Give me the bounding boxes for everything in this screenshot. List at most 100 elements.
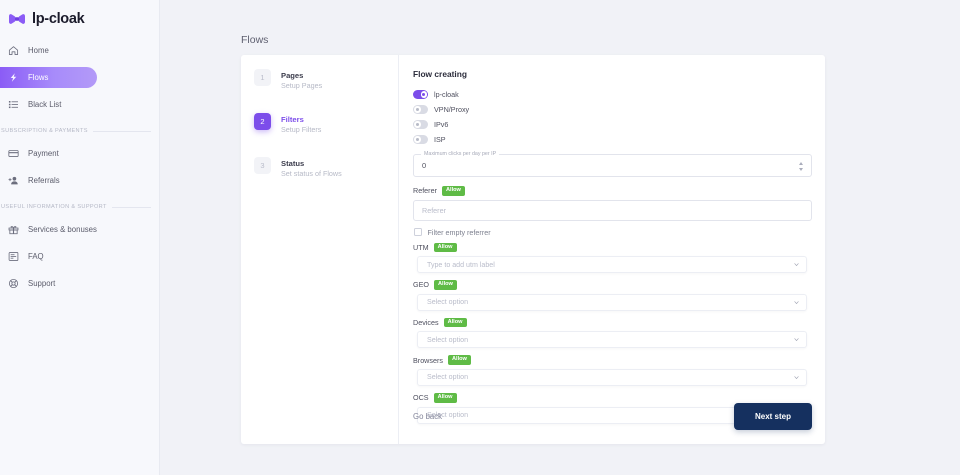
browsers-select[interactable]: Select option (417, 368, 807, 386)
toggle-label: IPv6 (434, 120, 449, 129)
utm-label-row: UTM Allow (413, 242, 812, 253)
primary-nav: Home Flows Black List (0, 40, 159, 294)
go-back-button[interactable]: Go back (413, 411, 443, 421)
referer-placeholder: Referer (422, 205, 446, 215)
sidebar-item-label: Referrals (28, 176, 60, 185)
toggle-switch[interactable] (413, 105, 428, 114)
flow-creating-card: 1 Pages Setup Pages 2 Filters Setup Filt… (241, 55, 825, 444)
devices-label-row: Devices Allow (413, 317, 812, 328)
browsers-allow-badge[interactable]: Allow (447, 355, 471, 365)
section-divider (92, 130, 151, 132)
chevron-down-icon[interactable] (794, 376, 799, 379)
filters-form: Flow creating lp-cloak VPN/Proxy IPv6 IS… (399, 55, 825, 444)
toggle-lp-cloak[interactable]: lp-cloak (413, 88, 812, 101)
number-stepper-icon[interactable] (798, 161, 804, 172)
toggle-switch[interactable] (413, 120, 428, 129)
browsers-placeholder: Select option (427, 373, 469, 382)
sidebar-item-label: Flows (28, 73, 49, 82)
sidebar-item-label: Support (28, 279, 56, 288)
ocs-placeholder: Select option (427, 411, 469, 420)
toggle-ipv6[interactable]: IPv6 (413, 118, 812, 131)
step-number: 2 (254, 112, 271, 130)
list-icon (8, 101, 18, 109)
geo-placeholder: Select option (427, 298, 469, 307)
sidebar-item-referrals[interactable]: Referrals (0, 170, 159, 191)
referer-input[interactable]: Referer (413, 199, 812, 221)
step-subtitle: Setup Filters (281, 124, 322, 134)
sidebar-section-support: USEFUL INFORMATION & SUPPORT (0, 204, 159, 210)
filter-empty-referrer-checkbox[interactable] (414, 228, 422, 236)
faq-icon (8, 252, 19, 261)
referer-label-row: Referer Allow (413, 186, 812, 196)
chevron-down-icon[interactable] (794, 301, 799, 304)
home-icon (8, 46, 19, 55)
ocs-allow-badge[interactable]: Allow (433, 392, 457, 403)
devices-select[interactable]: Select option (417, 331, 807, 349)
step-title: Pages (281, 71, 304, 80)
next-step-button[interactable]: Next step (733, 402, 812, 430)
toggle-label: lp-cloak (434, 90, 459, 99)
mask-icon (9, 14, 25, 24)
step-title: Filters (281, 114, 304, 124)
filter-empty-referrer-label: Filter empty referrer (427, 227, 491, 237)
support-icon (8, 278, 19, 289)
utm-select[interactable]: Type to add utm label (417, 256, 807, 274)
sidebar-item-faq[interactable]: FAQ (0, 246, 159, 267)
utm-placeholder: Type to add utm label (427, 260, 495, 269)
geo-allow-badge[interactable]: Allow (433, 280, 457, 290)
step-subtitle: Setup Pages (281, 81, 323, 90)
sidebar-section-subscription: SUBSCRIPTION & PAYMENTS (0, 128, 159, 134)
toggle-vpn-proxy[interactable]: VPN/Proxy (413, 103, 812, 116)
page-title: Flows (241, 34, 269, 46)
section-divider (111, 206, 151, 208)
utm-allow-badge[interactable]: Allow (433, 242, 457, 253)
sidebar-item-black-list[interactable]: Black List (0, 94, 159, 115)
sidebar-item-flows[interactable]: Flows (0, 67, 97, 88)
geo-label-row: GEO Allow (413, 280, 812, 290)
step-filters[interactable]: 2 Filters Setup Filters (254, 112, 398, 136)
step-status[interactable]: 3 Status Set status of Flows (254, 156, 398, 180)
brand-name: lp-cloak (32, 11, 85, 27)
devices-placeholder: Select option (427, 335, 469, 344)
top-header: VIP (320, 0, 960, 30)
chevron-down-icon[interactable] (794, 338, 799, 342)
toggle-label: VPN/Proxy (434, 105, 470, 114)
ocs-label: OCS (413, 393, 429, 403)
max-clicks-value: 0 (422, 161, 427, 170)
referer-allow-badge[interactable]: Allow (441, 186, 465, 196)
form-title: Flow creating (413, 69, 467, 79)
geo-label: GEO (413, 280, 429, 290)
stepper: 1 Pages Setup Pages 2 Filters Setup Filt… (241, 55, 399, 444)
browsers-label-row: Browsers Allow (413, 355, 812, 365)
flows-icon (10, 73, 17, 82)
card-icon (8, 150, 19, 157)
step-pages[interactable]: 1 Pages Setup Pages (254, 69, 398, 92)
step-subtitle: Set status of Flows (281, 168, 342, 178)
sidebar-item-home[interactable]: Home (0, 40, 159, 61)
chevron-down-icon[interactable] (794, 263, 799, 267)
sidebar-item-label: Payment (28, 149, 59, 158)
sidebar-item-label: Home (28, 46, 49, 55)
toggle-switch[interactable] (413, 90, 428, 99)
step-title: Status (281, 158, 305, 168)
step-number: 1 (254, 69, 271, 86)
devices-label: Devices (413, 318, 439, 328)
sidebar-item-label: FAQ (28, 252, 44, 261)
sidebar: lp-cloak Home Flows (0, 0, 160, 475)
section-title: USEFUL INFORMATION & SUPPORT (1, 204, 107, 210)
devices-allow-badge[interactable]: Allow (443, 317, 467, 328)
browsers-label: Browsers (413, 355, 443, 365)
sidebar-item-support[interactable]: Support (0, 273, 159, 294)
filter-empty-referrer-checkbox-row[interactable]: Filter empty referrer (414, 228, 812, 237)
ocs-label-row: OCS Allow (413, 392, 812, 403)
toggle-isp[interactable]: ISP (413, 133, 812, 146)
brand-logo[interactable]: lp-cloak (0, 0, 159, 30)
sidebar-item-payment[interactable]: Payment (0, 143, 159, 164)
max-clicks-field[interactable]: Maximum clicks per day per IP 0 (413, 151, 812, 177)
referer-label: Referer (413, 186, 437, 196)
user-plus-icon (8, 176, 18, 185)
toggle-switch[interactable] (413, 135, 428, 144)
sidebar-item-services-bonuses[interactable]: Services & bonuses (0, 219, 159, 240)
geo-select[interactable]: Select option (417, 293, 807, 311)
